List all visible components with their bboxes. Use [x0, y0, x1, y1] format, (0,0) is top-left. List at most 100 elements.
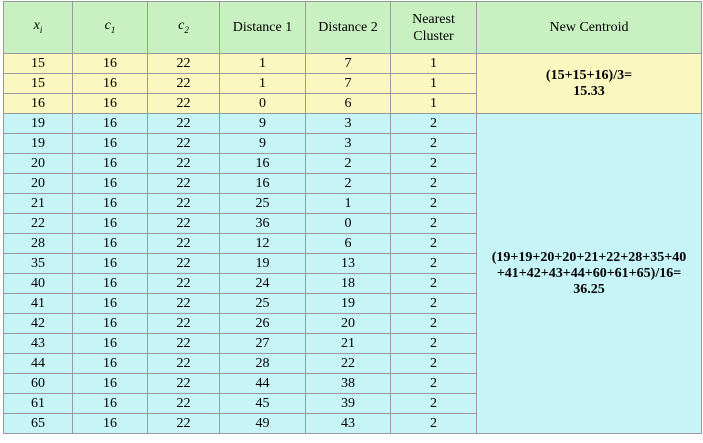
cell-c1: 16 — [72, 393, 148, 414]
cell-distance-1: 49 — [219, 413, 306, 434]
table-row: 19 16 22 9 3 2 (19+19+20+20+21+22+28+35+40 +41+… — [3, 113, 702, 434]
cell-c2: 22 — [147, 413, 220, 434]
cell-c2: 22 — [147, 393, 220, 414]
cell-distance-1: 24 — [219, 273, 306, 294]
cell-x: 19 — [3, 113, 73, 134]
cell-c1: 16 — [72, 193, 148, 214]
cell-distance-2: 13 — [305, 253, 391, 274]
cell-distance-1: 45 — [219, 393, 306, 414]
cell-c1: 16 — [72, 253, 148, 274]
cell-distance-1: 27 — [219, 333, 306, 354]
cell-c1: 16 — [72, 313, 148, 334]
cell-distance-2: 19 — [305, 293, 391, 314]
new-centroid-cluster-2: (19+19+20+20+21+22+28+35+40 +41+42+43+44+… — [476, 113, 702, 434]
cell-distance-2: 1 — [305, 193, 391, 214]
cell-c2: 22 — [147, 53, 220, 74]
cell-x: 28 — [3, 233, 73, 254]
cell-c1: 16 — [72, 293, 148, 314]
cell-x: 65 — [3, 413, 73, 434]
cell-x: 43 — [3, 333, 73, 354]
cell-distance-2: 0 — [305, 213, 391, 234]
cell-x: 20 — [3, 173, 73, 194]
cell-c1: 16 — [72, 413, 148, 434]
cell-x: 16 — [3, 93, 73, 114]
new-centroid-cluster-1: (15+15+16)/3= 15.33 — [476, 53, 702, 114]
cell-c2: 22 — [147, 73, 220, 94]
cell-nearest-cluster: 2 — [390, 393, 477, 414]
cell-nearest-cluster: 2 — [390, 233, 477, 254]
header-distance-2: Distance 2 — [305, 1, 391, 54]
cell-c2: 22 — [147, 133, 220, 154]
cell-c2: 22 — [147, 113, 220, 134]
cell-x: 35 — [3, 253, 73, 274]
cell-c1: 16 — [72, 333, 148, 354]
cell-x: 60 — [3, 373, 73, 394]
cell-distance-2: 7 — [305, 53, 391, 74]
cell-distance-1: 26 — [219, 313, 306, 334]
cell-c1: 16 — [72, 133, 148, 154]
header-c1: c1 — [72, 1, 148, 54]
cell-x: 15 — [3, 73, 73, 94]
header-new-centroid: New Centroid — [476, 1, 702, 54]
cell-nearest-cluster: 2 — [390, 193, 477, 214]
header-distance-1: Distance 1 — [219, 1, 306, 54]
cell-c1: 16 — [72, 213, 148, 234]
cell-c1: 16 — [72, 353, 148, 374]
kmeans-iteration-table: xi c1 c2 Distance 1 Distance 2 Nearest Cl… — [3, 1, 702, 434]
cell-distance-1: 19 — [219, 253, 306, 274]
cell-c1: 16 — [72, 53, 148, 74]
cell-nearest-cluster: 2 — [390, 373, 477, 394]
cell-distance-2: 21 — [305, 333, 391, 354]
cell-nearest-cluster: 2 — [390, 413, 477, 434]
cell-c2: 22 — [147, 213, 220, 234]
cell-distance-2: 39 — [305, 393, 391, 414]
cell-distance-2: 43 — [305, 413, 391, 434]
header-c2: c2 — [147, 1, 220, 54]
cell-nearest-cluster: 1 — [390, 93, 477, 114]
cell-x: 40 — [3, 273, 73, 294]
cell-c2: 22 — [147, 193, 220, 214]
cell-distance-1: 25 — [219, 193, 306, 214]
cell-x: 19 — [3, 133, 73, 154]
cell-distance-2: 7 — [305, 73, 391, 94]
centroid-2-value: 36.25 — [573, 281, 605, 297]
cell-distance-1: 9 — [219, 133, 306, 154]
cell-nearest-cluster: 2 — [390, 253, 477, 274]
cell-distance-1: 1 — [219, 53, 306, 74]
cell-distance-1: 44 — [219, 373, 306, 394]
cell-c1: 16 — [72, 373, 148, 394]
cell-distance-1: 1 — [219, 73, 306, 94]
cell-nearest-cluster: 2 — [390, 133, 477, 154]
cell-distance-2: 20 — [305, 313, 391, 334]
cell-distance-1: 28 — [219, 353, 306, 374]
cell-distance-1: 0 — [219, 93, 306, 114]
cell-x: 42 — [3, 313, 73, 334]
cell-distance-1: 12 — [219, 233, 306, 254]
cell-x: 22 — [3, 213, 73, 234]
cell-distance-1: 9 — [219, 113, 306, 134]
centroid-2-formula-line1: (19+19+20+20+21+22+28+35+40 — [491, 249, 687, 265]
cell-nearest-cluster: 2 — [390, 213, 477, 234]
cell-nearest-cluster: 1 — [390, 53, 477, 74]
cell-distance-2: 2 — [305, 173, 391, 194]
cell-x: 41 — [3, 293, 73, 314]
cell-c2: 22 — [147, 153, 220, 174]
cell-c2: 22 — [147, 233, 220, 254]
header-xi: xi — [3, 1, 73, 54]
cell-nearest-cluster: 2 — [390, 333, 477, 354]
cell-c2: 22 — [147, 173, 220, 194]
cell-x: 20 — [3, 153, 73, 174]
table-row: 15 16 22 1 7 1 (15+15+16)/3= 15.33 — [3, 53, 702, 114]
centroid-2-formula-line2: +41+42+43+44+60+61+65)/16= — [496, 265, 682, 281]
table-row: 15 16 22 1 7 1 — [3, 73, 702, 94]
cell-nearest-cluster: 2 — [390, 173, 477, 194]
header-nearest-cluster: Nearest Cluster — [390, 1, 477, 54]
cell-nearest-cluster: 2 — [390, 153, 477, 174]
cell-distance-1: 16 — [219, 173, 306, 194]
cell-distance-2: 38 — [305, 373, 391, 394]
cell-c1: 16 — [72, 73, 148, 94]
cell-distance-2: 22 — [305, 353, 391, 374]
cell-c1: 16 — [72, 273, 148, 294]
cell-x: 21 — [3, 193, 73, 214]
cell-distance-1: 25 — [219, 293, 306, 314]
